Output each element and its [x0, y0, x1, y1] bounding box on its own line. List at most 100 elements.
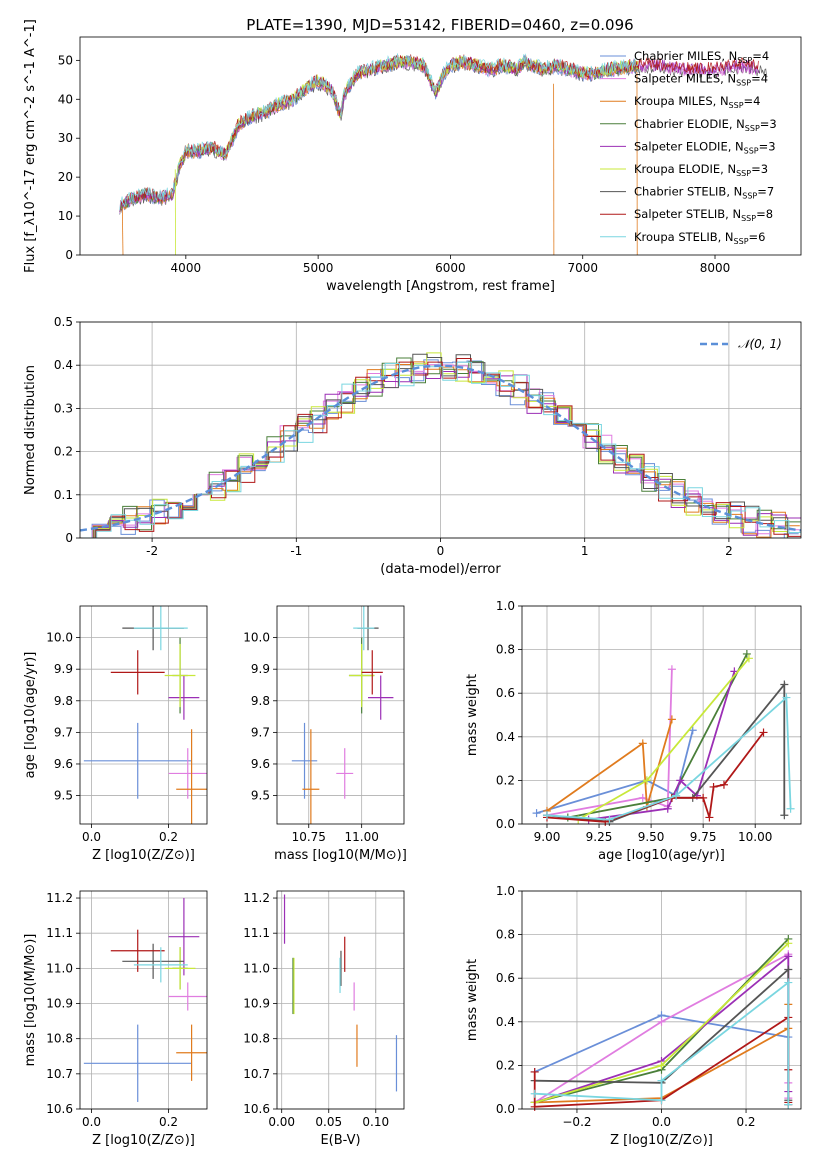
y-tick-label: 0.0: [496, 817, 515, 831]
weight-marker: [605, 815, 614, 824]
y-tick-label: 9.6: [251, 757, 270, 771]
weight-marker: [638, 793, 647, 802]
legend-subscript: SSP: [737, 56, 752, 65]
y-axis-label: mass weight: [465, 959, 480, 1041]
figure-title: PLATE=1390, MJD=53142, FIBERID=0460, z=0…: [246, 16, 633, 34]
x-tick-label: -2: [146, 544, 158, 558]
y-tick-label: 0.6: [496, 686, 515, 700]
x-tick-label: 5000: [303, 261, 334, 275]
x-axis-label: Z [log10(Z/Z⊙)]: [92, 848, 195, 863]
x-tick-label: 10.00: [738, 830, 772, 844]
y-axis-label: Normed distribution: [23, 365, 38, 495]
x-tick-label: 9.75: [690, 830, 717, 844]
weight-marker: [542, 811, 551, 820]
y-tick-label: 11.2: [46, 891, 73, 905]
y-tick-label: 1.0: [496, 599, 515, 613]
weight-marker: [530, 1089, 539, 1098]
y-tick-label: 0.4: [496, 730, 515, 744]
y-tick-label: 40: [58, 92, 73, 106]
spectrum-salpeter-stelib: [119, 54, 759, 211]
histogram-chabrier-miles: [80, 359, 799, 538]
y-tick-label: 0: [65, 248, 73, 262]
spectrum-kroupa-elodie: [174, 55, 639, 189]
legend-entry: Salpeter ELODIE, NSSP=3: [634, 139, 776, 155]
legend-count: =7: [757, 185, 774, 199]
weight-line-chabrier-miles: [536, 730, 694, 814]
x-tick-label: 4000: [171, 261, 202, 275]
x-tick-label: 0.0: [82, 830, 101, 844]
weight-marker: [784, 965, 793, 974]
weight-marker: [672, 791, 681, 800]
y-axis-label: mass weight: [465, 674, 480, 756]
y-tick-label: 10.0: [243, 631, 270, 645]
spectrum-chabrier-elodie: [119, 55, 639, 213]
y-tick-label: 1.0: [496, 884, 515, 898]
y-tick-label: 10: [58, 209, 73, 223]
weight-marker: [705, 813, 714, 822]
weight-line-kroupa-elodie: [577, 657, 750, 821]
x-tick-label: −0.2: [562, 1115, 591, 1129]
weight-marker: [780, 680, 789, 689]
y-tick-label: 0.5: [54, 315, 73, 329]
axes-frame: [521, 605, 802, 825]
mass-vs-EBV-panel: 0.00 0.05 0.10 10.6 10.7 10.8 10.9 11.0 11.1 11.2…: [243, 890, 405, 1148]
x-axis-label: E(B-V): [320, 1133, 360, 1148]
weight-marker: [657, 1096, 666, 1105]
x-tick-label: 2: [725, 544, 733, 558]
spectrum-chabrier-miles: [119, 57, 639, 214]
weight-marker: [699, 793, 708, 802]
x-tick-label: 9.25: [586, 830, 613, 844]
x-tick-label: 0.00: [268, 1115, 295, 1129]
y-tick-label: 10.6: [243, 1102, 270, 1116]
y-axis-label: age [log10(age/yr)]: [23, 652, 38, 779]
legend-count: =3: [751, 162, 768, 176]
x-axis-label: wavelength [Angstrom, rest frame]: [326, 279, 555, 294]
legend-entry: 𝒩(0, 1): [738, 337, 782, 351]
legend-entry: Salpeter STELIB, NSSP=8: [634, 207, 773, 223]
weight-marker: [657, 1061, 666, 1070]
weight-marker: [638, 739, 647, 748]
weight-lines: [532, 649, 795, 826]
y-tick-label: 11.1: [46, 926, 73, 940]
y-tick-label: 0.1: [54, 488, 73, 502]
legend-entry: Chabrier STELIB, NSSP=7: [634, 185, 774, 201]
axes-frame: [79, 605, 208, 825]
y-tick-label: 0.3: [54, 401, 73, 415]
x-tick-label: 0.2: [159, 830, 178, 844]
legend-count: =3: [759, 139, 776, 153]
y-tick-label: 9.9: [251, 662, 270, 676]
weight-marker: [742, 649, 751, 658]
weight-line-salpeter-miles: [546, 669, 673, 817]
spectrum-lines: [119, 53, 768, 255]
mass-vs-Z-panel: 0.0 0.2 10.6 10.7 10.8 10.9 11.0 11.1 11.2 Z [log…: [23, 890, 208, 1148]
y-tick-label: 9.8: [251, 694, 270, 708]
weight-marker: [532, 809, 541, 818]
weight-marker: [657, 1076, 666, 1085]
x-tick-label: 7000: [567, 261, 598, 275]
y-tick-label: 9.6: [54, 757, 73, 771]
age-vs-Z-panel: 0.0 0.2 9.5 9.6 9.7 9.8 9.9 10.0 Z [log10(Z/Z⊙)]…: [23, 605, 208, 863]
weight-marker: [530, 1102, 539, 1111]
axes-frame: [276, 605, 405, 825]
y-tick-label: 0.8: [496, 928, 515, 942]
y-tick-label: 10.0: [46, 631, 73, 645]
x-tick-label: 1: [581, 544, 589, 558]
axes-frame: [276, 890, 405, 1110]
y-tick-label: 10.7: [243, 1067, 270, 1081]
x-tick-label: 0.10: [362, 1115, 389, 1129]
x-tick-label: 0.0: [652, 1115, 671, 1129]
x-tick-label: 0.05: [315, 1115, 342, 1129]
x-axis-label: age [log10(age/yr)]: [598, 848, 725, 863]
weight-line-kroupa-miles: [546, 719, 673, 812]
weight-line-chabrier-elodie: [567, 653, 748, 819]
residual-panel: -2 -1 0 1 2 0 0.1 0.2 0.3 0.4 0.5 (data-model)/erro…: [23, 315, 802, 577]
y-tick-label: 0.2: [496, 773, 515, 787]
mass-weight-vs-age-panel: 9.00 9.25 9.50 9.75 10.00 0.0 0.2 0.4 0.6 0.8 1.0 a…: [465, 599, 802, 863]
legend-entry: Chabrier MILES, NSSP=4: [634, 49, 769, 65]
x-axis-label: Z [log10(Z/Z⊙)]: [610, 1133, 713, 1148]
error-bars: [291, 606, 394, 824]
x-tick-label: 0.0: [82, 1115, 101, 1129]
weight-marker: [663, 804, 672, 813]
legend-count: =8: [756, 207, 773, 221]
